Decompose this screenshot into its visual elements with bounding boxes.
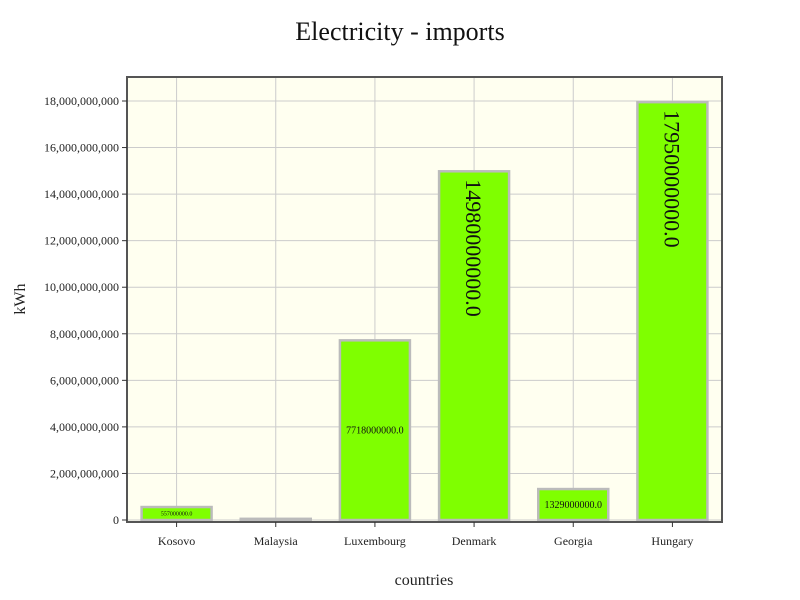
y-tick-label: 16,000,000,000 xyxy=(44,141,119,155)
bar-denmark xyxy=(437,170,511,522)
bar-luxembourg xyxy=(338,339,412,522)
y-axis-ticks: 0 2,000,000,000 4,000,000,000 6,000,000,000… xyxy=(44,94,127,527)
x-tick-label: Hungary xyxy=(651,534,693,548)
bar-data-label: 1329000000.0 xyxy=(545,500,603,511)
x-tick-label: Kosovo xyxy=(158,534,195,548)
bar-data-label: 557000000.0 xyxy=(161,512,193,518)
x-tick-label: Georgia xyxy=(554,534,593,548)
x-axis-title: countries xyxy=(395,572,454,589)
y-tick-label: 10,000,000,000 xyxy=(44,280,119,294)
bars xyxy=(140,100,709,522)
bar-data-label: 17950000000.0 xyxy=(659,110,684,248)
y-tick-label: 4,000,000,000 xyxy=(50,420,119,434)
bar-georgia xyxy=(537,487,610,522)
bar-data-label: 14980000000.0 xyxy=(461,179,486,317)
y-tick-label: 12,000,000,000 xyxy=(44,234,119,248)
x-tick-label: Luxembourg xyxy=(344,534,406,548)
x-tick-label: Denmark xyxy=(452,534,497,548)
bar-data-labels: 557000000.0 7718000000.0 14980000000.0 1329… xyxy=(161,110,685,517)
y-tick-label: 6,000,000,000 xyxy=(50,373,119,387)
y-tick-label: 2,000,000,000 xyxy=(50,466,119,480)
plot-frame xyxy=(126,76,723,523)
y-tick-label: 18,000,000,000 xyxy=(44,94,119,108)
y-tick-label: 14,000,000,000 xyxy=(44,187,119,201)
y-tick-label: 0 xyxy=(113,513,119,527)
x-tick-label: Malaysia xyxy=(254,534,299,548)
x-axis-ticks: Kosovo Malaysia Luxembourg Denmark Georgia Hu… xyxy=(158,522,693,548)
y-tick-label: 8,000,000,000 xyxy=(50,327,119,341)
y-axis-title: kWh xyxy=(12,283,29,314)
bar-data-label: 7718000000.0 xyxy=(346,426,404,437)
bar-malaysia xyxy=(239,517,312,522)
plot-area xyxy=(127,77,722,522)
bar-kosovo xyxy=(140,505,213,522)
chart-title: Electricity - imports xyxy=(295,17,504,46)
bar-hungary xyxy=(636,100,709,522)
